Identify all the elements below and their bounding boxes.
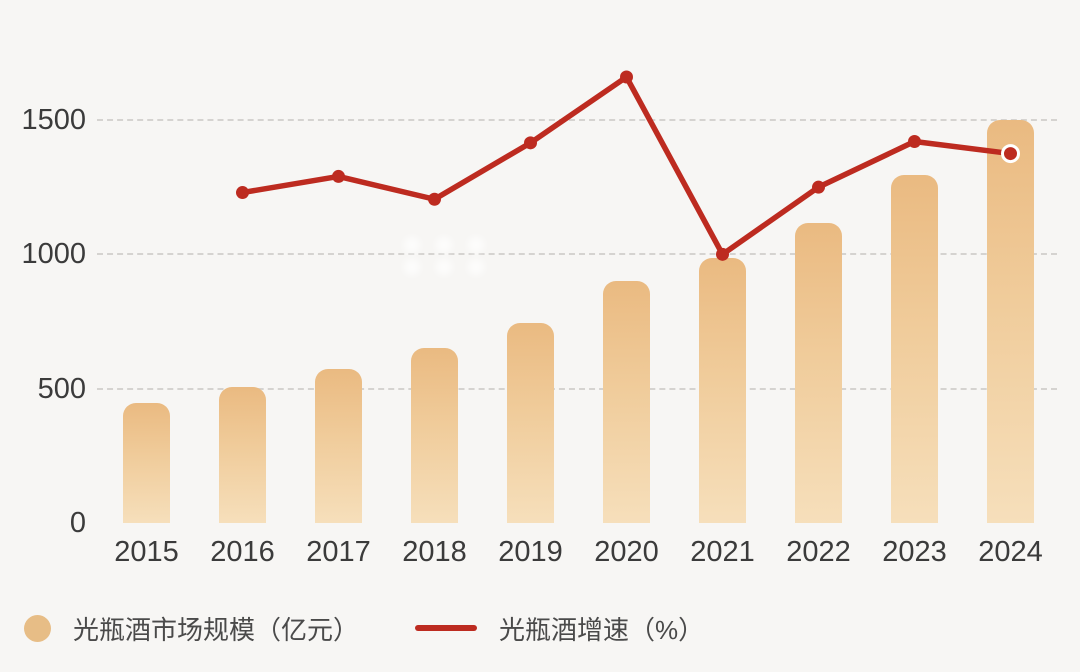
- watermark-dot-0-2: [468, 237, 484, 253]
- watermark-dot-1-2: [468, 259, 484, 275]
- watermark-dot-1-0: [404, 259, 420, 275]
- x-tick-label-2023: 2023: [882, 536, 947, 568]
- line-marker-2020: [620, 70, 633, 84]
- legend-bar-marker-icon: [24, 614, 51, 642]
- legend-item-bar: 光瓶酒市场规模（亿元）: [24, 610, 359, 646]
- bar-2018: [411, 348, 458, 523]
- legend-item-line: 光瓶酒增速（%）: [415, 610, 704, 646]
- y-tick-label-500: 500: [37, 372, 86, 405]
- line-marker-2022: [812, 180, 825, 194]
- gridline-1000: [97, 253, 1057, 256]
- y-tick-label-1500: 1500: [21, 104, 86, 136]
- x-tick-label-2019: 2019: [498, 536, 563, 568]
- bar-2020: [603, 281, 650, 523]
- bar-2021: [699, 258, 746, 523]
- line-marker-2019: [524, 136, 537, 150]
- legend-line-label: 光瓶酒增速（%）: [499, 614, 705, 645]
- legend: 光瓶酒市场规模（亿元） 光瓶酒增速（%）: [0, 610, 1080, 650]
- y-tick-label-1000: 1000: [21, 238, 86, 271]
- gridline-1500: [97, 119, 1057, 121]
- watermark-dot-0-0: [404, 237, 420, 253]
- bar-2019: [507, 322, 554, 523]
- gridline-500: [97, 387, 1057, 390]
- legend-bar-label: 光瓶酒市场规模（亿元）: [73, 614, 360, 645]
- growth-line-path: [239, 74, 1014, 258]
- line-marker-2021: [716, 247, 729, 261]
- x-tick-label-2017: 2017: [306, 536, 371, 568]
- x-tick-label-2024: 2024: [978, 536, 1043, 568]
- line-marker-2024: [1001, 144, 1020, 164]
- bar-2024: [987, 120, 1034, 523]
- bar-2015: [123, 403, 170, 523]
- x-tick-label-2020: 2020: [594, 536, 659, 568]
- watermark-dot-1-1: [436, 259, 452, 275]
- x-tick-label-2018: 2018: [402, 536, 467, 568]
- x-tick-label-2022: 2022: [786, 536, 851, 568]
- line-marker-2017: [332, 169, 345, 183]
- bar-2023: [891, 175, 938, 523]
- watermark-dot-0-1: [436, 237, 452, 253]
- bar-2016: [219, 387, 266, 523]
- line-marker-2023: [908, 134, 921, 148]
- bar-2022: [795, 223, 842, 523]
- bar-2017: [315, 368, 362, 523]
- y-tick-label-0: 0: [69, 507, 86, 539]
- line-marker-2016: [236, 186, 249, 200]
- x-tick-label-2021: 2021: [690, 536, 755, 568]
- legend-line-marker-icon: [415, 625, 477, 631]
- x-tick-label-2016: 2016: [210, 536, 275, 568]
- line-marker-2018: [428, 192, 441, 206]
- x-tick-label-2015: 2015: [114, 536, 179, 568]
